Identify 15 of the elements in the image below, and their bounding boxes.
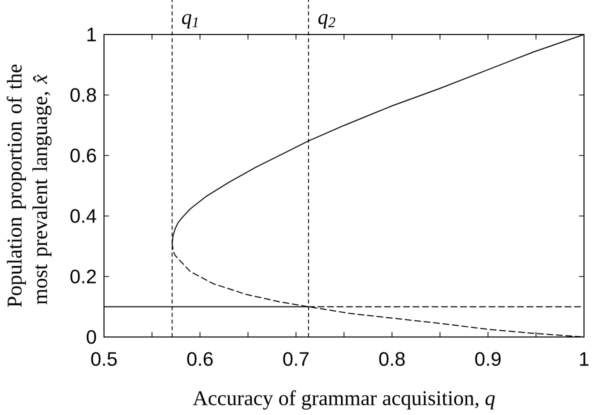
- y-tick-label: 0.8: [70, 88, 96, 102]
- x-tick-label: 1: [580, 352, 588, 366]
- x-tick-label: 0.6: [187, 352, 213, 366]
- x-tick-label: 0.8: [379, 352, 405, 366]
- x-tick-label: 0.5: [91, 352, 117, 366]
- x-tick-label: 0.9: [475, 352, 501, 366]
- y-tick-label: 0: [86, 330, 96, 344]
- x-tick-label: 0.7: [283, 352, 309, 366]
- ref-line-label: q$_{1}$: [182, 14, 198, 28]
- y-tick-label: 0.2: [70, 270, 96, 284]
- y-tick-label: 1: [87, 28, 96, 42]
- y-tick-label: 0.6: [70, 148, 96, 162]
- y-tick-label: 0.4: [70, 209, 96, 223]
- ref-line-label: q$_{2}$: [318, 14, 336, 28]
- x-axis-title: Accuracy of grammar acquisition, q: [192, 390, 495, 410]
